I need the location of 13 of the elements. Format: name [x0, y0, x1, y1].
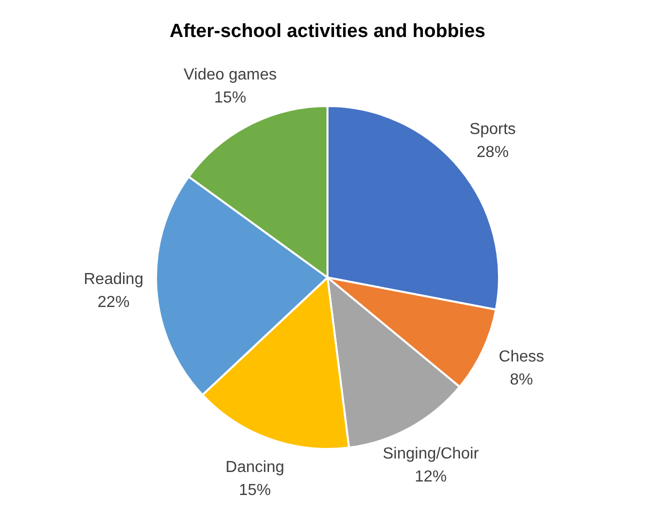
- slice-label: Singing/Choir: [382, 445, 480, 462]
- slice-label: Reading: [84, 270, 144, 288]
- chart-title: After-school activities and hobbies: [170, 21, 486, 42]
- data-label: 12%: [414, 468, 447, 486]
- slice-label: Chess: [498, 348, 544, 366]
- slice-label: Sports: [470, 120, 516, 138]
- data-label: 28%: [476, 144, 509, 161]
- data-label: 8%: [510, 372, 534, 389]
- data-label: 15%: [238, 482, 271, 500]
- slice-label: Dancing: [226, 459, 284, 476]
- data-label: 22%: [98, 294, 130, 311]
- slice-label: Video games: [184, 66, 277, 84]
- data-label: 15%: [214, 89, 246, 106]
